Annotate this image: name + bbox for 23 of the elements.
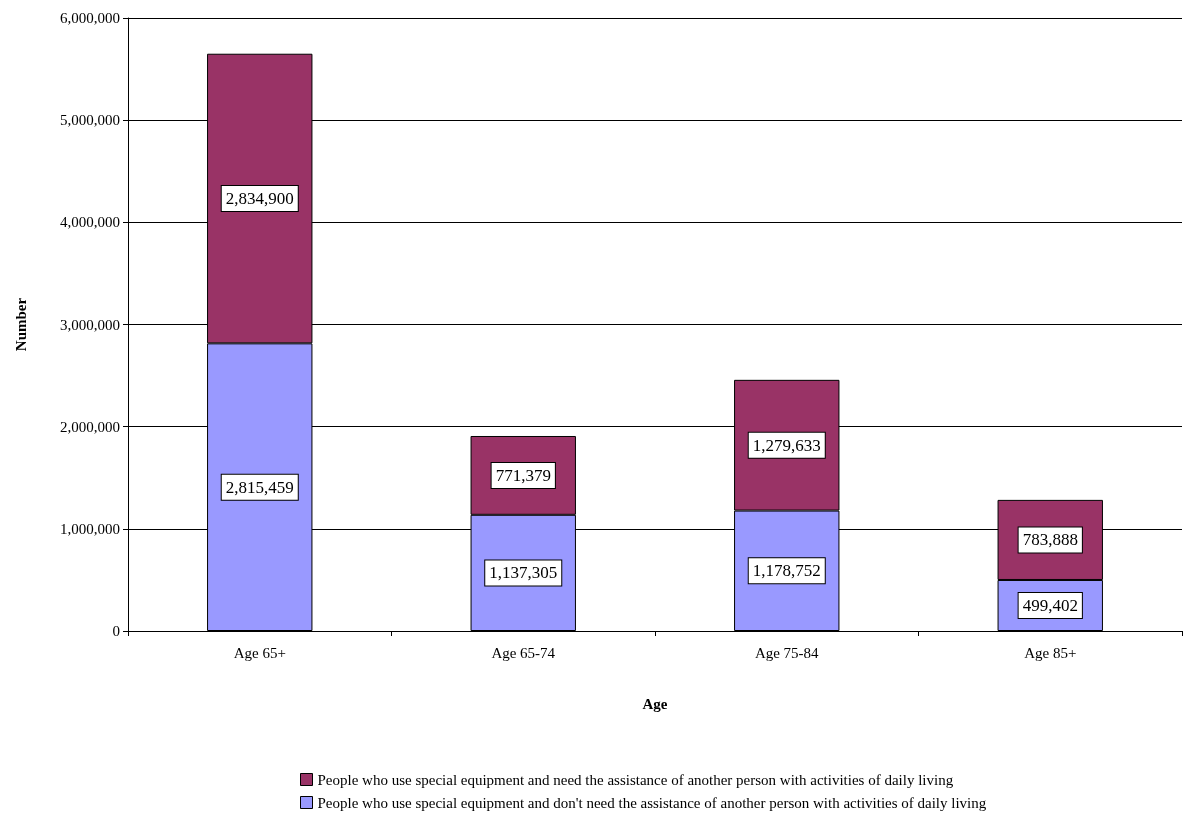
data-label: 1,279,633: [752, 435, 821, 455]
x-tick-label: Age 75-84: [754, 644, 820, 661]
data-label: 2,834,900: [225, 189, 294, 209]
data-label: 783,888: [1022, 530, 1078, 550]
x-tick-label: Age 65+: [233, 644, 286, 661]
y-tick-label: 4,000,000: [60, 214, 120, 231]
y-tick-label: 5,000,000: [60, 112, 120, 129]
data-label: 771,379: [495, 465, 551, 485]
x-tick-label: Age 65-74: [491, 644, 556, 661]
legend-label: People who use special equipment and don't need the assistance of another person with activities of daily living: [317, 794, 987, 811]
y-tick-label: 1,000,000: [60, 520, 120, 537]
y-tick-label: 2,000,000: [60, 418, 120, 435]
x-axis-title: Age: [642, 695, 668, 712]
legend-label: People who use special equipment and need the assistance of another person with activities of daily living: [317, 771, 954, 788]
data-label: 1,137,305: [489, 563, 558, 583]
y-tick-label: 3,000,000: [60, 316, 120, 333]
y-tick-label: 6,000,000: [60, 10, 120, 26]
x-tick-label: Age 85+: [1024, 644, 1077, 661]
y-tick-label: 0: [112, 623, 120, 639]
data-label: 499,402: [1022, 595, 1078, 615]
data-label: 1,178,752: [752, 561, 821, 581]
y-axis-title: Number: [12, 297, 29, 352]
data-label: 2,815,459: [225, 477, 294, 497]
